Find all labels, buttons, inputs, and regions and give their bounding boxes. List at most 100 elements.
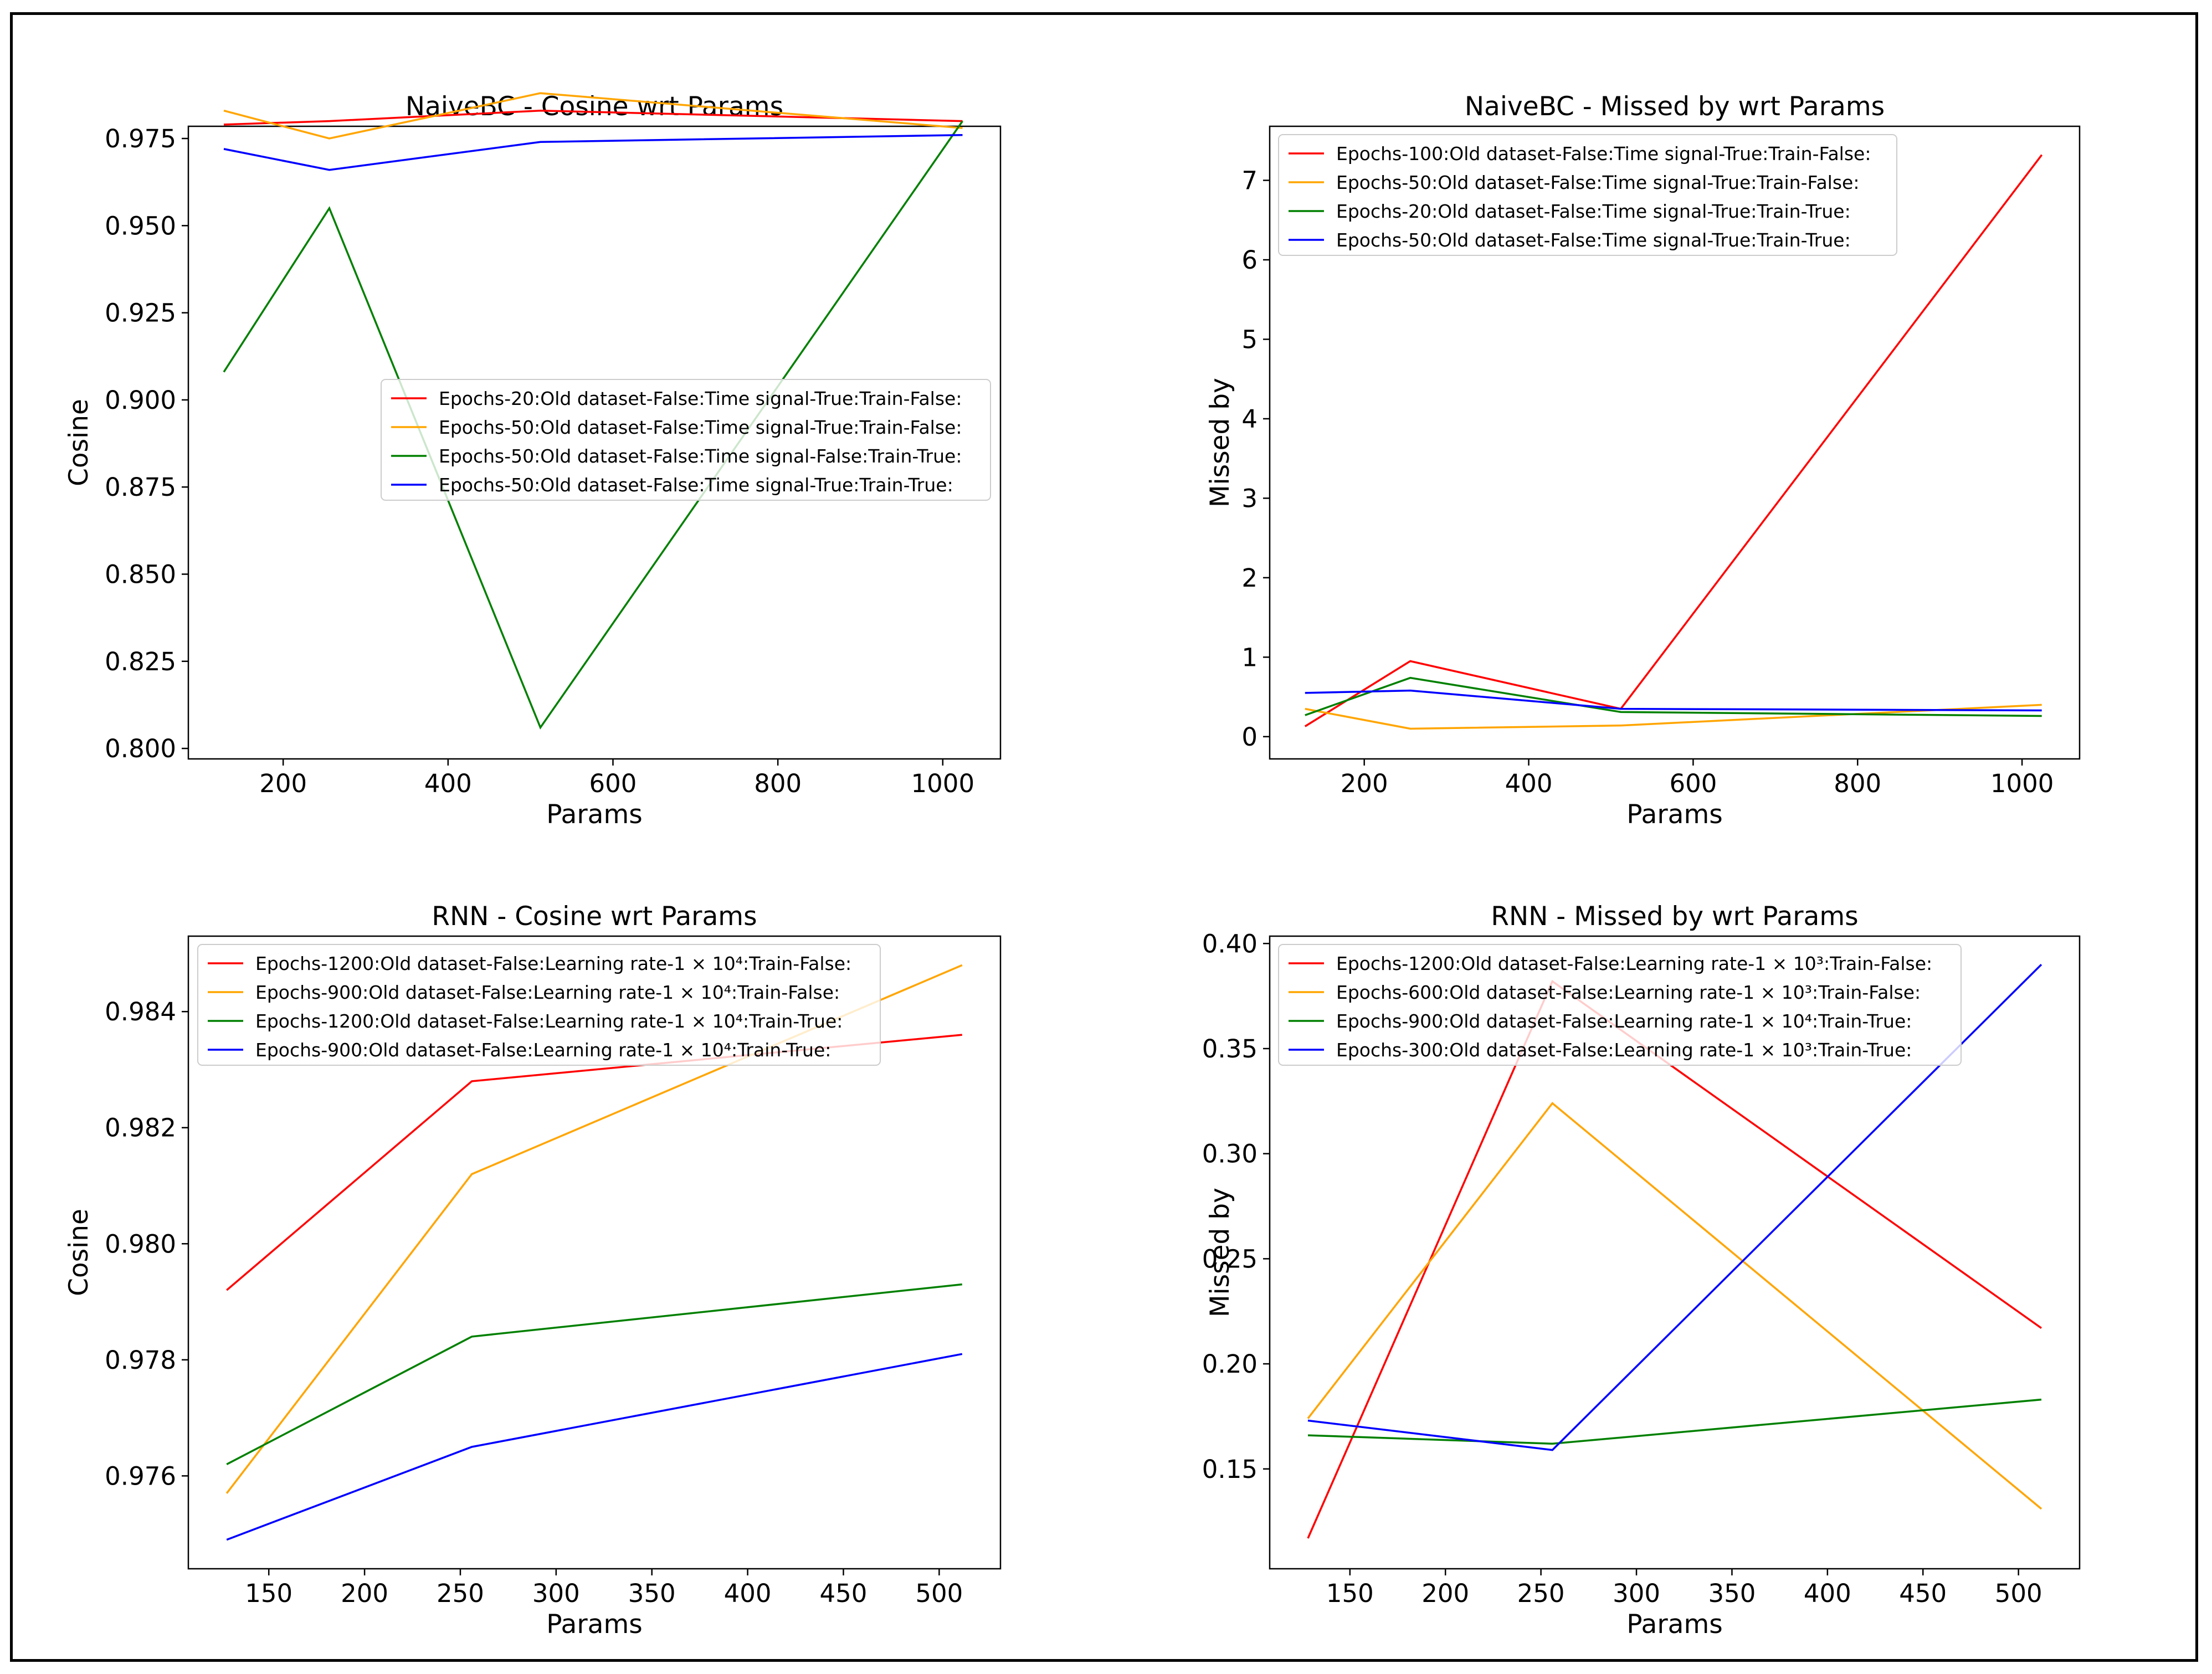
plot-area <box>1269 125 2081 760</box>
legend-label: Epochs-600:Old dataset-False:Learning ra… <box>1336 982 1921 1003</box>
legend: Epochs-1200:Old dataset-False:Learning r… <box>197 944 881 1066</box>
x-tick-label: 300 <box>1613 1579 1660 1608</box>
series-line <box>226 1283 962 1465</box>
legend-label: Epochs-50:Old dataset-False:Time signal-… <box>1336 229 1851 251</box>
y-tick-label: 0.25 <box>1202 1244 1258 1274</box>
y-tick-label: 0.40 <box>1202 929 1258 958</box>
legend: Epochs-1200:Old dataset-False:Learning r… <box>1278 944 1962 1066</box>
x-tick-label: 450 <box>1899 1579 1947 1608</box>
legend-label: Epochs-900:Old dataset-False:Learning ra… <box>255 982 840 1003</box>
series-line <box>223 92 963 140</box>
legend-label: Epochs-50:Old dataset-False:Time signal-… <box>439 474 953 496</box>
legend-label: Epochs-1200:Old dataset-False:Learning r… <box>255 953 851 974</box>
chart-4: RNN - Missed by wrt Params 150 200 250 300 35… <box>1202 901 2081 1640</box>
y-axis-label: Cosine <box>64 1209 94 1296</box>
y-tick-label: 0.984 <box>105 997 176 1026</box>
legend-label: Epochs-900:Old dataset-False:Learning ra… <box>255 1039 831 1061</box>
y-axis-label: Cosine <box>64 399 94 486</box>
legend-box <box>197 944 881 1066</box>
legend: Epochs-100:Old dataset-False:Time signal… <box>1278 134 1897 256</box>
series-line <box>1305 676 2042 717</box>
chart-title: NaiveBC - Missed by wrt Params <box>1465 91 1885 122</box>
x-tick-label: 800 <box>1834 769 1881 798</box>
x-tick-label: 400 <box>1804 1579 1851 1608</box>
legend-label: Epochs-50:Old dataset-False:Time signal-… <box>1336 172 1859 193</box>
y-tick-label: 0.976 <box>105 1461 176 1491</box>
series-line <box>1305 689 2042 712</box>
y-axis-label: Missed by <box>1205 378 1235 507</box>
y-tick-label: 5 <box>1241 325 1258 354</box>
y-tick-label: 0.975 <box>105 124 176 153</box>
x-tick-label: 150 <box>1326 1579 1374 1608</box>
x-tick-label: 300 <box>532 1579 580 1608</box>
legend-label: Epochs-20:Old dataset-False:Time signal-… <box>439 388 962 409</box>
y-tick-label: 0.925 <box>105 299 176 328</box>
x-tick-label: 600 <box>1669 769 1717 798</box>
series-line <box>1307 1398 2042 1445</box>
legend-label: Epochs-20:Old dataset-False:Time signal-… <box>1336 201 1851 222</box>
x-axis-label: Params <box>546 799 642 830</box>
x-tick-label: 200 <box>1421 1579 1469 1608</box>
y-tick-label: 0.35 <box>1202 1034 1258 1064</box>
x-tick-label: 1000 <box>911 769 975 798</box>
y-tick-label: 6 <box>1241 245 1258 275</box>
y-tick-label: 1 <box>1241 643 1258 672</box>
legend-label: Epochs-50:Old dataset-False:Time signal-… <box>439 445 962 467</box>
x-tick-label: 500 <box>915 1579 963 1608</box>
series-line <box>223 133 963 171</box>
y-tick-label: 4 <box>1241 404 1258 434</box>
y-axis-label: Missed by <box>1205 1188 1235 1317</box>
x-tick-label: 200 <box>259 769 307 798</box>
legend-label: Epochs-50:Old dataset-False:Time signal-… <box>439 417 962 438</box>
x-tick-label: 250 <box>437 1579 484 1608</box>
y-tick-label: 0.30 <box>1202 1139 1258 1169</box>
chart-2: NaiveBC - Missed by wrt Params 200 400 600 8… <box>1205 91 2081 830</box>
legend: Epochs-20:Old dataset-False:Time signal-… <box>381 379 991 501</box>
x-tick-label: 800 <box>754 769 802 798</box>
x-tick-label: 500 <box>1995 1579 2042 1608</box>
y-tick-label: 0.982 <box>105 1113 176 1143</box>
chart-1: NaiveBC - Cosine wrt Params 200 400 600 800 1… <box>64 91 1002 830</box>
y-tick-label: 7 <box>1241 166 1258 196</box>
legend-label: Epochs-1200:Old dataset-False:Learning r… <box>1336 953 1932 974</box>
y-tick-label: 0.800 <box>105 734 176 763</box>
figure-border <box>10 12 2198 1662</box>
series-line <box>1305 704 2042 730</box>
x-tick-label: 200 <box>341 1579 388 1608</box>
legend-label: Epochs-900:Old dataset-False:Learning ra… <box>1336 1010 1912 1032</box>
chart-title: NaiveBC - Cosine wrt Params <box>406 91 783 122</box>
plot-area <box>1269 935 2081 1570</box>
legend-box <box>1278 944 1962 1066</box>
series-line <box>1307 1102 2042 1510</box>
series-line <box>1307 963 2042 1451</box>
series-line <box>226 1353 963 1541</box>
legend-label: Epochs-1200:Old dataset-False:Learning r… <box>255 1010 843 1032</box>
x-tick-label: 450 <box>820 1579 868 1608</box>
series-line <box>226 1034 962 1291</box>
x-axis-label: Params <box>1626 1609 1722 1640</box>
x-tick-label: 150 <box>245 1579 292 1608</box>
x-tick-label: 200 <box>1341 769 1388 798</box>
x-axis-label: Params <box>1626 799 1722 830</box>
legend-box <box>1278 134 1897 256</box>
x-tick-label: 400 <box>424 769 472 798</box>
legend-label: Epochs-100:Old dataset-False:Time signal… <box>1336 143 1871 165</box>
x-tick-label: 350 <box>1708 1579 1756 1608</box>
x-tick-label: 400 <box>1505 769 1553 798</box>
y-tick-label: 2 <box>1241 563 1258 593</box>
y-tick-label: 0.15 <box>1202 1455 1258 1484</box>
y-tick-label: 0.980 <box>105 1229 176 1259</box>
plot-area <box>187 125 1002 760</box>
y-tick-label: 3 <box>1241 484 1258 513</box>
y-tick-label: 0.900 <box>105 386 176 415</box>
x-axis-label: Params <box>546 1609 642 1640</box>
x-tick-label: 400 <box>724 1579 772 1608</box>
x-tick-label: 1000 <box>1990 769 2054 798</box>
y-tick-label: 0.20 <box>1202 1349 1258 1379</box>
y-tick-label: 0.875 <box>105 473 176 502</box>
y-tick-label: 0.978 <box>105 1346 176 1375</box>
legend-box <box>381 379 991 501</box>
plot-area <box>187 935 1002 1570</box>
y-tick-label: 0.850 <box>105 560 176 589</box>
